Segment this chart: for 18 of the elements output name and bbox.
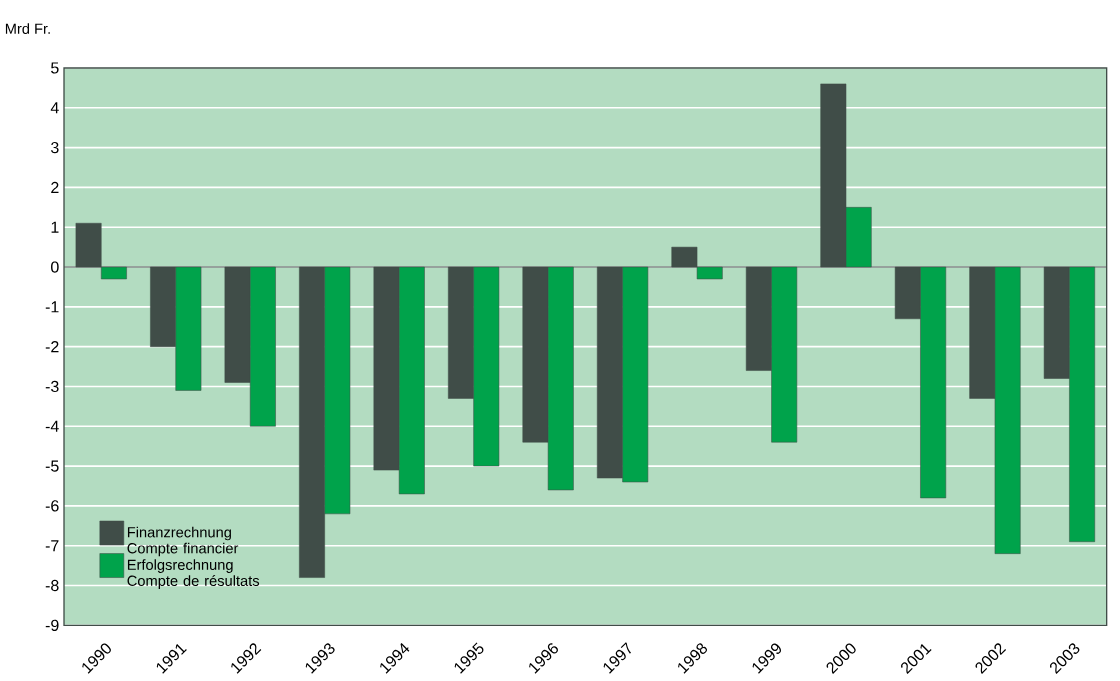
legend-label: Erfolgsrechnung Compte de résultats: [127, 559, 260, 589]
y-tick-label: -1: [45, 301, 59, 313]
y-tick-label: -7: [45, 540, 59, 552]
y-tick-label: -8: [45, 579, 59, 592]
y-tick-label: 4: [50, 102, 59, 114]
y-tick-label: -2: [45, 341, 59, 353]
y-tick-label: 0: [51, 261, 59, 273]
y-tick-label: -5: [45, 460, 59, 472]
y-tick-label: 3: [51, 142, 59, 154]
y-tick-label: -3: [45, 380, 59, 393]
y-tick-label: 2: [51, 181, 59, 194]
y-tick-label: -6: [45, 500, 59, 512]
y-tick-label: 5: [51, 62, 59, 74]
y-tick-label: -9: [45, 619, 59, 632]
y-axis-title: Mrd Fr.: [5, 23, 50, 34]
legend-label: Finanzrechnung Compte financier: [127, 526, 239, 557]
y-tick-label: 1: [51, 221, 59, 233]
y-tick-label: -4: [45, 420, 59, 432]
